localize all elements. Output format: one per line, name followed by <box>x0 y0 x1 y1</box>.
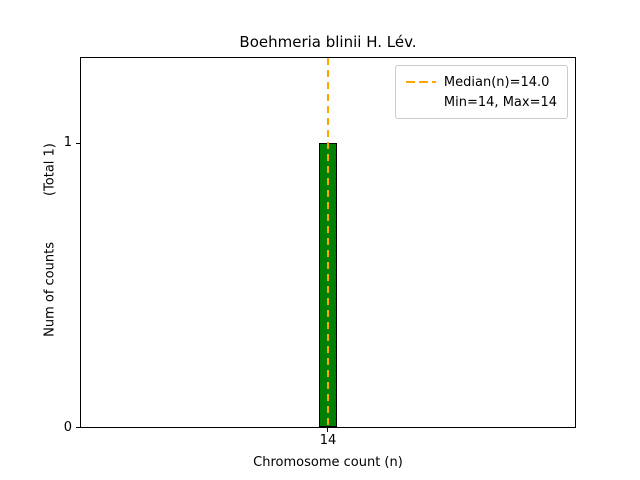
y-tick-label-0: 0 <box>63 420 72 435</box>
plot-area: Median(n)=14.0 Min=14, Max=14 <box>80 57 576 428</box>
x-tick-label-14: 14 <box>319 433 337 448</box>
y-axis-total-note: (Total 1) <box>42 143 58 197</box>
y-axis-label-text: Num of counts <box>42 242 58 337</box>
y-tick-mark-1 <box>76 143 80 144</box>
median-dashed-line-swatch <box>405 81 436 83</box>
chart-title: Boehmeria blinii H. Lév. <box>239 33 417 51</box>
legend-entry-minmax: Min=14, Max=14 <box>406 92 557 112</box>
y-tick-mark-0 <box>76 427 80 428</box>
legend: Median(n)=14.0 Min=14, Max=14 <box>394 65 568 119</box>
x-axis-label: Chromosome count (n) <box>253 455 403 470</box>
x-tick-mark-14 <box>327 428 328 432</box>
y-axis-label: Num of counts (Total 1) <box>43 143 58 337</box>
legend-label-minmax: Min=14, Max=14 <box>443 94 557 110</box>
legend-entry-median: Median(n)=14.0 <box>405 72 557 92</box>
median-line <box>327 58 329 427</box>
legend-label-median: Median(n)=14.0 <box>443 74 550 90</box>
y-tick-label-1: 1 <box>63 135 72 150</box>
